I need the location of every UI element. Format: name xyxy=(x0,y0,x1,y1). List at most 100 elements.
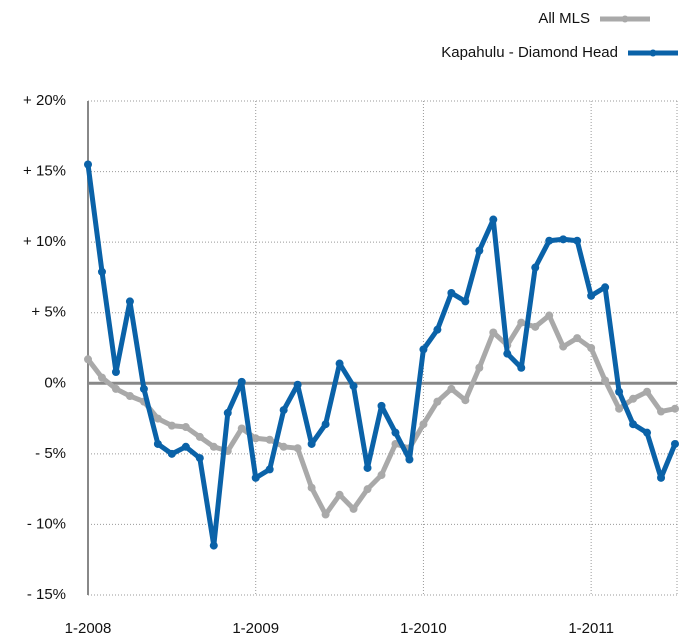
data-point xyxy=(153,414,162,423)
data-point xyxy=(153,439,162,448)
data-point xyxy=(447,384,456,393)
data-point xyxy=(307,439,316,448)
data-point xyxy=(209,442,218,451)
data-point xyxy=(531,263,540,272)
series xyxy=(84,311,679,519)
data-point xyxy=(125,297,134,306)
legend-label: Kapahulu - Diamond Head xyxy=(441,44,618,61)
data-point xyxy=(433,397,442,406)
data-point xyxy=(559,342,568,351)
data-point xyxy=(307,483,316,492)
y-tick-label: - 5% xyxy=(35,445,66,462)
x-tick-label: 1-2009 xyxy=(232,620,279,637)
data-point xyxy=(671,404,679,413)
data-point xyxy=(615,404,624,413)
y-tick-label: + 5% xyxy=(31,304,66,321)
series xyxy=(84,160,679,550)
data-point xyxy=(587,344,596,352)
data-point xyxy=(503,349,512,358)
y-tick-label: - 15% xyxy=(27,586,66,603)
data-point xyxy=(363,485,372,494)
data-point xyxy=(265,465,274,474)
data-point xyxy=(531,322,540,331)
data-point xyxy=(97,267,106,276)
data-point xyxy=(629,420,638,429)
data-point xyxy=(643,387,652,396)
data-point xyxy=(265,435,274,444)
data-point xyxy=(223,408,232,417)
data-point xyxy=(84,355,92,364)
data-point xyxy=(573,334,582,343)
data-point xyxy=(671,439,679,448)
data-point xyxy=(615,387,624,396)
y-tick-label: + 20% xyxy=(23,92,66,109)
data-point xyxy=(237,377,246,386)
data-point xyxy=(97,373,106,382)
series-line xyxy=(85,164,678,549)
y-tick-label: - 10% xyxy=(27,515,66,532)
data-point xyxy=(573,236,582,245)
data-point xyxy=(125,391,134,400)
data-point xyxy=(545,311,554,320)
legend-swatch-dot xyxy=(649,49,657,57)
data-point xyxy=(517,318,526,327)
x-tick-label: 1-2010 xyxy=(400,620,447,637)
data-point xyxy=(433,325,442,334)
data-point xyxy=(209,541,218,550)
data-point xyxy=(293,444,302,453)
y-tick-label: + 10% xyxy=(23,233,66,250)
data-point xyxy=(447,288,456,297)
legend-label: All MLS xyxy=(538,10,590,27)
data-point xyxy=(195,454,204,463)
data-point xyxy=(629,394,638,403)
data-point xyxy=(279,442,288,451)
data-point xyxy=(181,442,190,451)
data-point xyxy=(293,380,302,389)
data-point xyxy=(111,367,120,376)
data-point xyxy=(657,473,666,482)
x-tick-label: 1-2011 xyxy=(568,620,614,637)
data-point xyxy=(657,407,666,416)
data-point xyxy=(377,401,386,410)
data-point xyxy=(349,382,358,391)
data-point xyxy=(489,328,498,337)
data-point xyxy=(321,510,330,519)
data-point xyxy=(601,376,610,385)
data-point xyxy=(517,363,526,372)
data-point xyxy=(335,359,344,368)
y-tick-label: 0% xyxy=(44,374,66,391)
data-point xyxy=(559,235,568,244)
data-point xyxy=(363,463,372,472)
data-point xyxy=(475,246,484,255)
data-point xyxy=(251,434,260,443)
data-point xyxy=(279,406,288,415)
data-point xyxy=(349,504,358,513)
data-point xyxy=(335,490,344,499)
data-point xyxy=(139,384,148,393)
data-point xyxy=(167,449,176,458)
data-point xyxy=(489,215,498,224)
data-point xyxy=(419,420,428,429)
legend-swatch-dot xyxy=(621,15,629,23)
data-point xyxy=(461,396,470,405)
data-point xyxy=(475,363,484,372)
data-point xyxy=(419,345,428,354)
data-point xyxy=(601,283,610,292)
data-point xyxy=(195,432,204,441)
data-point xyxy=(167,421,176,430)
data-point xyxy=(545,236,554,245)
data-point xyxy=(391,428,400,437)
data-point xyxy=(391,439,400,448)
data-point xyxy=(377,471,386,480)
data-point xyxy=(181,423,190,432)
data-point xyxy=(461,297,470,306)
y-tick-label: + 15% xyxy=(23,163,66,180)
x-tick-label: 1-2008 xyxy=(65,620,112,637)
data-point xyxy=(643,428,652,437)
data-point xyxy=(321,420,330,429)
data-point xyxy=(587,291,596,300)
data-point xyxy=(111,384,120,393)
data-point xyxy=(84,160,92,169)
data-point xyxy=(237,424,246,433)
